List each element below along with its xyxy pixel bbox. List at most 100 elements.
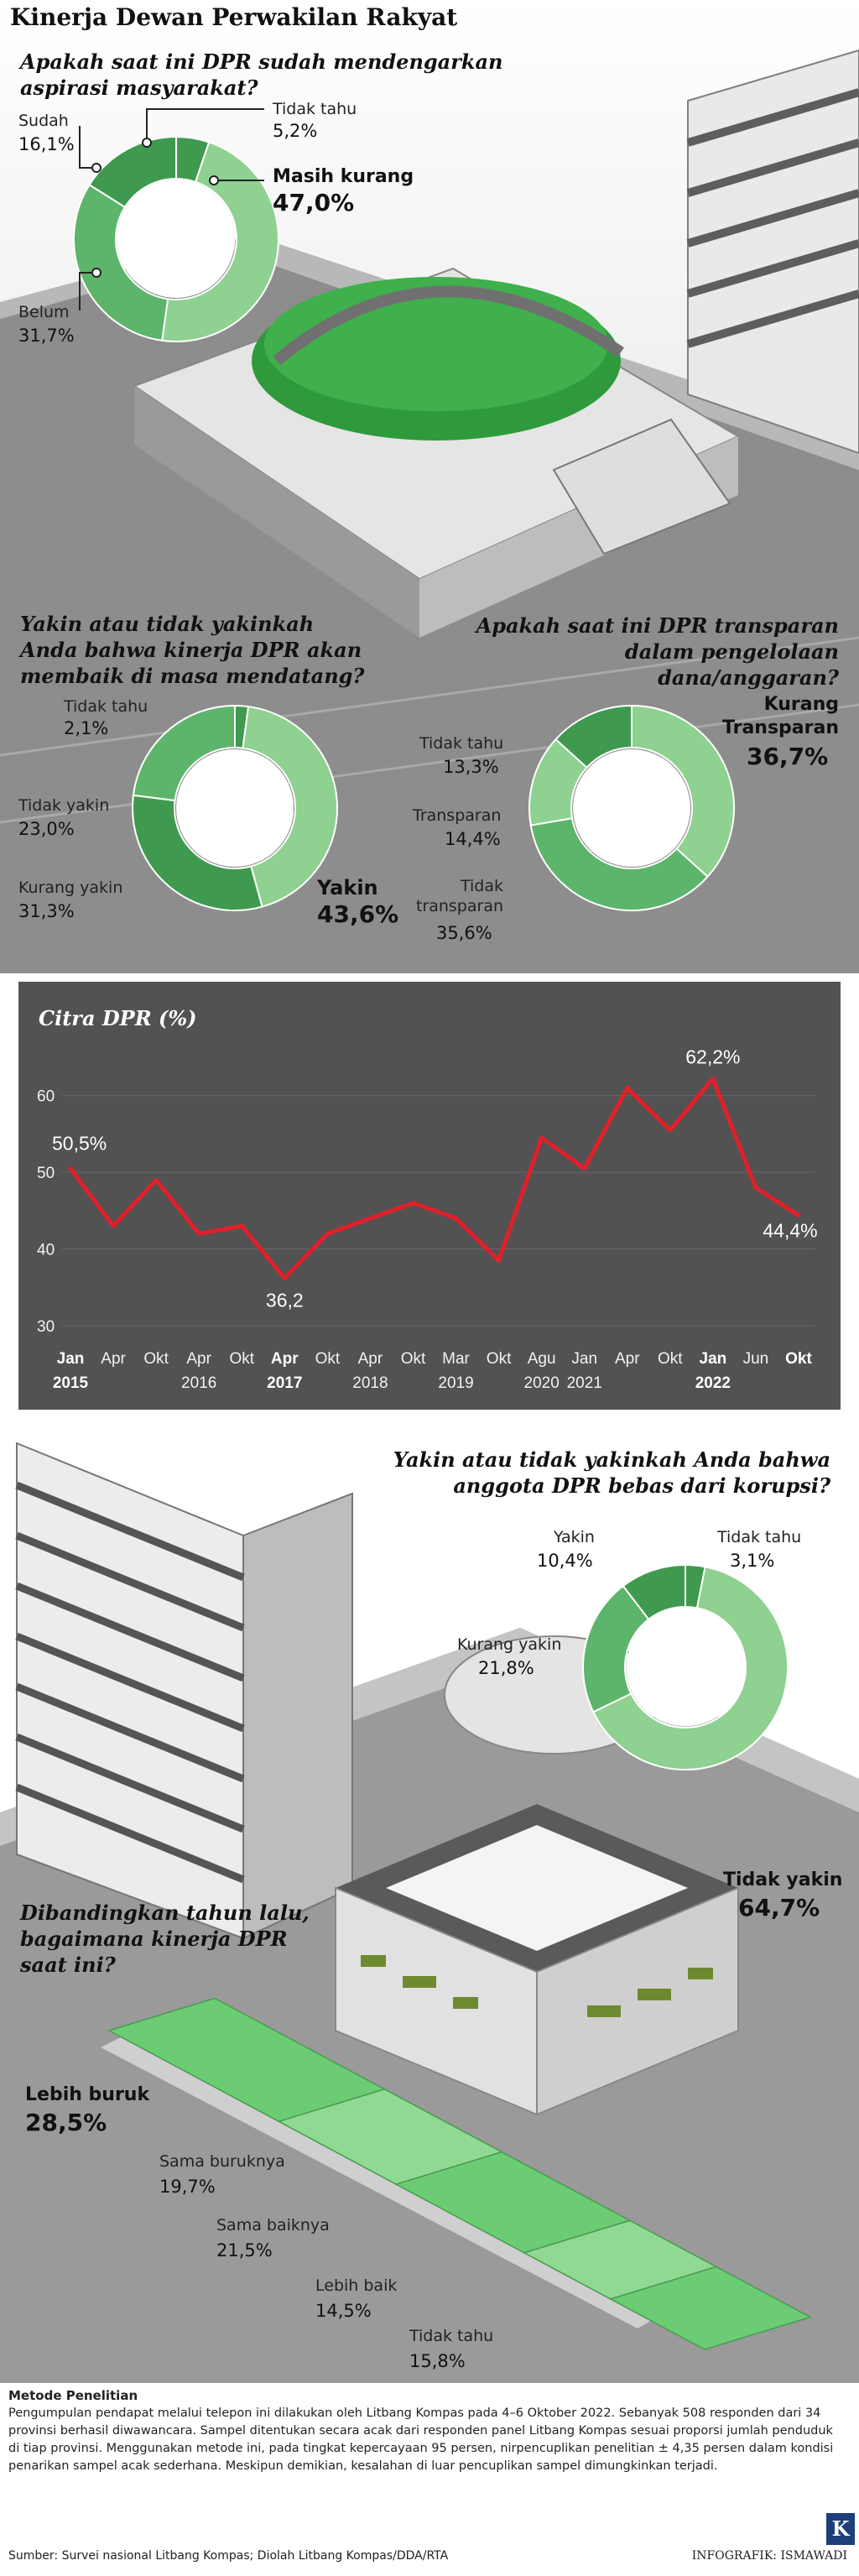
q3-label-tidak-transparan: Tidak transparan [415,877,503,915]
q3-value-tidak-transparan: 35,6% [436,923,492,943]
line-point [282,1275,287,1280]
line-point [239,1223,244,1228]
q5-label-lebih-buruk: Lebih buruk [25,2084,150,2105]
q4-value-tidak-tahu: 3,1% [730,1551,775,1571]
q4-label-kurang-yakin: Kurang yakin [457,1635,562,1654]
q1-donut-chart [73,135,279,342]
x-tick-year: 2018 [352,1374,388,1392]
data-label: 36,2 [266,1289,304,1311]
q4-label-tidak-tahu: Tidak tahu [717,1528,802,1546]
x-tick-month: Okt [401,1350,426,1368]
q5-value-tidak-tahu: 15,8% [409,2351,466,2371]
q2-label-tidak-yakin: Tidak yakin [18,796,110,815]
q5-strip-chart [107,1997,812,2350]
line-point [753,1185,758,1190]
citra-dpr-chart-panel: Citra DPR (%) 30 40 50 60 Jan 2015 Apr Okt Apr 2… [18,982,841,1410]
q2-value-yakin: 43,6% [317,900,399,928]
office-building-illustration [0,1418,859,2383]
q4-value-tidak-yakin: 64,7% [738,1894,820,1922]
q5-strip-segment-4 [608,2266,812,2350]
line-point [154,1177,159,1182]
q3-value-transparan: 14,4% [445,829,501,849]
line-point [454,1216,459,1221]
donut-q3-slice-3 [554,704,633,769]
q4-label-tidak-yakin: Tidak yakin [723,1869,843,1890]
q2-value-tidak-tahu: 2,1% [64,718,109,738]
q1-leader-lines [79,108,264,310]
line-point [325,1231,330,1236]
q3-label-tidak-tahu: Tidak tahu [419,734,504,753]
donut-q3-hole [573,749,690,867]
x-tick-month: Jan [571,1350,597,1368]
data-label: 50,5% [52,1133,107,1155]
x-tick-month: Apr [271,1350,299,1368]
donut-q4-slice-3 [622,1563,686,1621]
line-point [582,1166,587,1171]
q2-label-yakin: Yakin [317,876,378,900]
x-tick-month: Apr [615,1350,640,1368]
q1-value-belum: 31,7% [18,326,75,346]
donut-q4-hole [627,1609,744,1726]
line-point [796,1212,801,1218]
q1-value-tidak-tahu: 5,2% [273,121,318,141]
x-tick-month: Apr [101,1350,126,1368]
donut-q1-slice-1 [161,141,279,342]
donut-q1-slice-2 [73,183,169,342]
donut-q1-hole [117,180,235,298]
kompas-logo: K [826,2513,855,2545]
q2-value-tidak-yakin: 23,0% [18,819,75,839]
donut-q3-slice-0 [631,704,735,879]
line-point [410,1201,415,1206]
x-tick-year: 2016 [181,1374,216,1392]
x-tick-month: Apr [358,1350,383,1368]
x-tick-month: Okt [658,1350,683,1368]
q5-value-sama-buruknya: 19,7% [159,2177,216,2197]
q5-value-lebih-buruk: 28,5% [25,2109,107,2136]
q1-label-masih-kurang: Masih kurang [273,166,414,187]
x-tick-year: 2020 [524,1374,560,1392]
donut-q3-slice-1 [529,817,709,911]
x-tick-month: Jan [57,1350,85,1368]
donut-q4-slice-2 [582,1584,650,1713]
q1-label-tidak-tahu: Tidak tahu [273,100,357,118]
q4-question: Yakin atau tidak yakinkah Anda bahwa ang… [393,1447,830,1498]
q4-value-kurang-yakin: 21,8% [478,1658,534,1678]
donut-q2-slice-2 [132,794,263,911]
source-text: Sumber: Survei nasional Litbang Kompas; … [8,2549,449,2563]
y-tick-label: 60 [37,1088,55,1106]
q5-question: Dibandingkan tahun lalu, bagaimana kiner… [20,1901,310,1977]
line-point [668,1128,673,1133]
line-point [68,1166,73,1171]
q3-donut-chart [528,704,735,911]
donut-q1-slice-3 [88,135,177,209]
y-tick-label: 50 [37,1165,55,1182]
x-tick-month: Jun [743,1350,769,1368]
x-tick-month: Okt [487,1350,512,1368]
x-tick-month: Okt [229,1350,254,1368]
q5-value-sama-baiknya: 21,5% [216,2240,273,2261]
y-tick-label: 40 [37,1242,55,1259]
q1-value-sudah: 16,1% [18,134,75,154]
q5-label-sama-buruknya: Sama buruknya [159,2152,285,2171]
x-tick-month: Jan [700,1350,727,1368]
x-tick-year: 2019 [438,1374,473,1392]
q4-donut-chart [582,1563,789,1770]
line-point [539,1135,544,1140]
donut-q2-slice-1 [242,705,338,908]
bottom-background-illustration [0,1418,859,2383]
x-tick-month: Agu [528,1350,556,1368]
q1-question: Apakah saat ini DPR sudah mendengarkan a… [20,50,503,100]
line-point [111,1223,116,1228]
q3-question: Apakah saat ini DPR transparan dalam pen… [476,613,839,690]
q2-label-kurang-yakin: Kurang yakin [18,879,123,897]
x-tick-year: 2022 [695,1374,731,1392]
donut-q4-slice-1 [591,1566,789,1770]
method-title: Metode Penelitian [8,2388,138,2403]
data-label: 44,4% [763,1219,817,1241]
y-tick-label: 30 [37,1318,55,1336]
line-point [711,1077,716,1082]
chart-title: Citra DPR (%) [39,1006,197,1030]
x-tick-year: 2021 [567,1374,602,1392]
credit-text: INFOGRAFIK: ISMAWADI [691,2549,847,2563]
q5-label-sama-baiknya: Sama baiknya [216,2216,330,2234]
